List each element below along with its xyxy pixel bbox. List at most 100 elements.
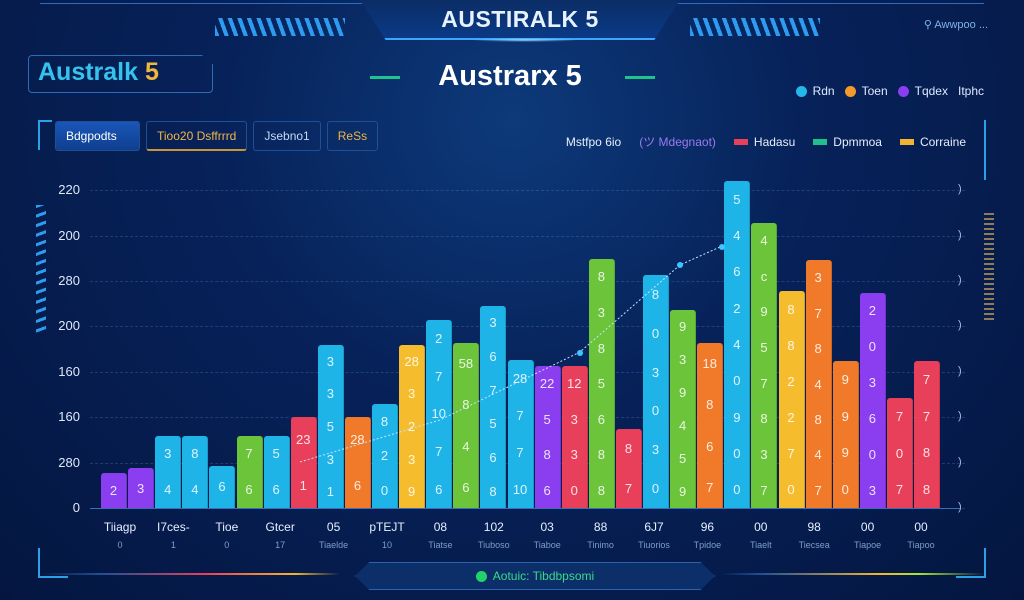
bar[interactable]: 3 3 5 3 1 — [317, 345, 344, 508]
bar[interactable]: 8 8 2 2 7 0 — [778, 290, 805, 508]
bar-cell-label: 5 — [543, 411, 551, 427]
bar-cell-label: 10 — [512, 481, 528, 497]
tab-2[interactable]: Jsebno1 — [253, 121, 321, 151]
right-tick-mark: ) — [958, 410, 962, 423]
bar-cell-label: 3 — [326, 386, 334, 402]
bar-cell-label: 4 — [814, 447, 822, 463]
tab-1[interactable]: Tioo20 Dsffrrrd — [146, 121, 248, 151]
bar-cell-label: 6 — [489, 348, 497, 364]
trend-point — [577, 350, 583, 356]
legend-item[interactable]: Rdn — [795, 84, 835, 98]
x-tick-label: 102 — [483, 520, 504, 534]
bar-cell-label: 0 — [651, 325, 660, 341]
right-tick-mark: ) — [958, 501, 962, 513]
bar-cell-label: 3 — [408, 386, 416, 402]
legend-item[interactable]: Mstfpo 6io — [565, 134, 622, 149]
bar-cell-label: 7 — [516, 444, 524, 460]
location-pin-icon: ⚲ — [923, 19, 935, 31]
bar[interactable]: 3 6 7 5 6 8 — [480, 305, 507, 508]
status-button[interactable]: Aotuic: Tibdbpsomi — [355, 562, 715, 590]
bar[interactable]: 7 7 8 8 — [914, 360, 941, 508]
bar[interactable]: 28 3 2 3 9 — [399, 345, 426, 508]
frame-corner — [972, 120, 986, 180]
bar[interactable]: 4 c 9 5 7 8 3 7 — [751, 222, 778, 508]
bar-cell-label: 12 — [567, 376, 582, 392]
legend-item[interactable]: Tqdex — [897, 84, 948, 98]
bar-cell-label: 4 — [164, 482, 172, 498]
bar-cell-label: 1 — [299, 477, 307, 493]
bar[interactable]: 9 9 9 0 — [832, 360, 859, 508]
x-tick-label: Gtcer — [265, 520, 295, 534]
bar-cell-label: 3 — [868, 482, 876, 498]
frame-corner — [38, 548, 68, 578]
bar[interactable]: 18 8 6 7 — [697, 343, 724, 508]
bar-cell-label: 8 — [760, 411, 768, 427]
bar[interactable]: 28 6 — [344, 417, 371, 508]
bar-cell-label: 5 — [326, 418, 334, 434]
x-tick-sublabel: Tiapoe — [854, 540, 882, 550]
bar[interactable]: 9 3 9 4 5 9 — [670, 310, 697, 508]
x-tick-label: 98 — [807, 520, 821, 534]
bar[interactable]: 22 5 8 6 — [534, 365, 561, 508]
bar-cell-label: 8 — [814, 411, 822, 427]
legend-swatch-icon — [813, 139, 828, 146]
bar-cell-label: 6 — [597, 411, 605, 427]
bar-cell-label: 4 — [760, 233, 768, 249]
bar-cell-label: 9 — [841, 371, 849, 387]
bar-cell-label: 2 — [868, 303, 876, 319]
bar-cell-label: 6 — [489, 449, 497, 465]
bar-cell-label: 6 — [868, 410, 876, 426]
y-tick-label: 160 — [58, 363, 80, 379]
bar[interactable]: 23 1 — [290, 417, 317, 508]
brand-logo: Australk 5 — [38, 58, 159, 86]
bar[interactable]: 12 3 3 0 — [561, 365, 588, 508]
bar-cell-label: 3 — [326, 353, 334, 369]
bar[interactable]: 7 0 7 — [886, 398, 913, 508]
bar-cell-label: 28 — [350, 432, 365, 448]
tab-0[interactable]: Bdgpodts — [55, 121, 140, 151]
legend-item[interactable]: Dpmmoa — [813, 135, 882, 149]
title-dash-right — [625, 76, 655, 79]
legend-item[interactable]: (ツ Mdegnaot) — [639, 135, 716, 149]
bar[interactable]: 8 3 8 5 6 8 8 — [588, 259, 615, 508]
x-tick-sublabel: 10 — [381, 540, 392, 550]
bar-cell-label: 2 — [787, 410, 795, 426]
legend-item[interactable]: Toen — [844, 84, 888, 98]
bar[interactable]: 8 2 0 — [372, 404, 399, 508]
bar-cell-label: 8 — [462, 397, 470, 413]
gridline — [90, 326, 965, 328]
legend-item[interactable]: Corraine — [899, 135, 966, 149]
bar-cell-label: 8 — [597, 447, 605, 463]
bar[interactable]: 2 — [101, 473, 128, 508]
bar-cell-label: 7 — [435, 368, 443, 384]
bar-cell-label: 0 — [841, 482, 849, 498]
tab-3[interactable]: ReSs — [326, 121, 379, 151]
bar[interactable]: 2 0 3 6 0 3 — [859, 292, 886, 508]
bar[interactable]: 3 7 8 4 8 4 7 — [805, 260, 832, 508]
bar-cell-label: 0 — [651, 403, 660, 419]
top-right-info[interactable]: ⚲ Awwpoo ... — [923, 19, 988, 31]
bar[interactable]: 3 — [128, 468, 155, 508]
bar-cell-label: 7 — [489, 382, 497, 398]
legend-dot-icon — [897, 85, 909, 97]
bar-cell-label: c — [760, 268, 768, 284]
bar[interactable]: 2 7 10 7 6 — [426, 320, 453, 508]
bar-cell-label: 6 — [435, 481, 443, 497]
legend-swatch-icon — [899, 139, 914, 146]
legend-item[interactable]: Hadasu — [733, 135, 795, 149]
legend-item[interactable]: Itphc — [957, 84, 984, 98]
bar-cell-label: 7 — [922, 408, 931, 424]
x-tick-label: 08 — [433, 520, 448, 534]
bar[interactable]: 28 7 7 10 — [507, 359, 534, 508]
bar[interactable]: 8 0 3 0 3 0 — [643, 275, 670, 508]
bar[interactable]: 5 4 6 2 4 0 9 0 0 — [724, 181, 751, 508]
hatch-decoration-side — [36, 205, 46, 335]
bar[interactable]: 6 — [209, 465, 236, 508]
bar[interactable]: 58 8 4 6 — [453, 343, 480, 508]
